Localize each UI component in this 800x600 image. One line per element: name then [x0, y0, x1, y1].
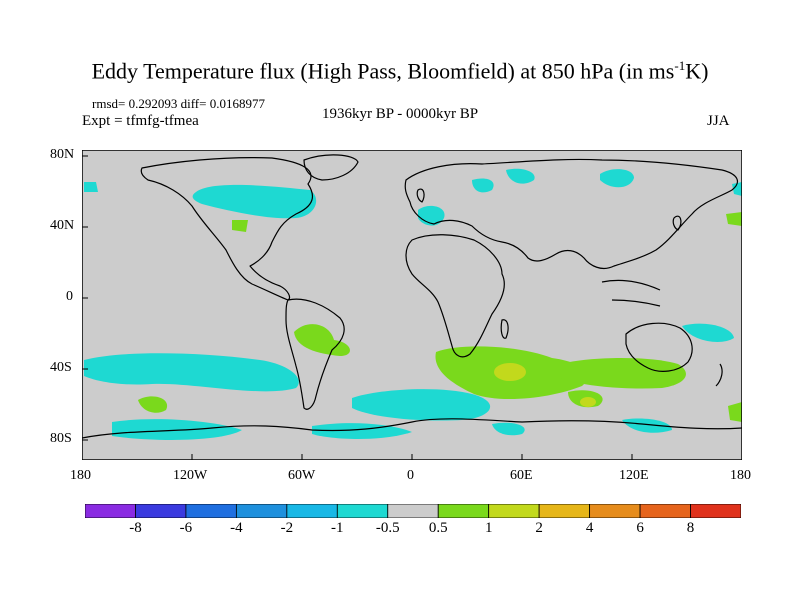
lon-label-60w: 60W [288, 468, 316, 483]
lon-label-120w: 120W [173, 468, 208, 483]
lat-label-40s: 40S [50, 360, 72, 375]
colorbar-label: -2 [280, 520, 294, 536]
africa-coast [405, 234, 505, 358]
lat-label-80s: 80S [50, 431, 72, 446]
colorbar-box [639, 504, 691, 518]
colorbar-box [538, 504, 591, 518]
rmsd-diff-stats: rmsd= 0.292093 diff= 0.0168977 [92, 96, 265, 111]
lat-label-80n: 80N [50, 147, 75, 162]
lon-label-120e: 120E [619, 468, 649, 483]
plot-title: Eddy Temperature flux (High Pass, Bloomf… [91, 58, 709, 84]
season-label: JJA [707, 113, 730, 129]
uk-coast [416, 188, 425, 203]
colorbar-box [235, 504, 288, 518]
colorbar-label: 1 [484, 520, 493, 536]
colorbar-label: -0.5 [375, 520, 400, 536]
eurasia-coast [404, 158, 739, 270]
colorbar-box [387, 504, 439, 518]
australia-coast [625, 322, 693, 372]
experiment-label: Expt = tfmfg-tfmea [82, 113, 199, 129]
madagascar-coast [500, 319, 509, 339]
coastlines [82, 154, 742, 439]
colorbar-box [488, 504, 540, 518]
new-zealand-coast [715, 363, 723, 387]
lon-label-180e: 180 [730, 468, 751, 483]
colorbar-box [437, 504, 490, 518]
japan-coast [672, 215, 682, 231]
negative-anomaly-regions [84, 168, 742, 440]
colorbar-label: 0.5 [428, 520, 448, 536]
lon-label-180w: 180 [70, 468, 91, 483]
antarctica-coast [82, 418, 742, 439]
colorbar-label: 2 [535, 520, 543, 536]
period-label: 1936kyr BP - 0000kyr BP [322, 106, 479, 122]
colorbar-label: 6 [636, 520, 644, 536]
south-america-coast [285, 298, 345, 410]
map-ticks [82, 155, 633, 460]
colorbar-box [85, 504, 136, 518]
colorbar-label: -1 [331, 520, 344, 536]
colorbar-box [286, 504, 338, 518]
greenland-coast [303, 154, 359, 181]
colorbar-label: -4 [230, 520, 243, 536]
lon-label-60e: 60E [510, 468, 533, 483]
colorbar-label: -8 [129, 520, 142, 536]
lat-label-40n: 40N [50, 218, 75, 233]
colorbar-label: -6 [179, 520, 193, 536]
lat-label-eq: 0 [66, 289, 73, 304]
north-america-coast [140, 157, 314, 301]
colorbar [85, 504, 741, 518]
lon-label-0: 0 [407, 468, 414, 483]
indonesia-coast [601, 279, 661, 307]
colorbar-box [336, 504, 389, 518]
colorbar-box [589, 504, 641, 518]
colorbar-label: 4 [585, 520, 594, 536]
colorbar-label: 8 [686, 520, 695, 536]
world-map [82, 150, 742, 460]
colorbar-box [690, 504, 741, 518]
colorbar-box [135, 504, 187, 518]
colorbar-box [185, 504, 237, 518]
strong-positive-regions [494, 363, 596, 407]
